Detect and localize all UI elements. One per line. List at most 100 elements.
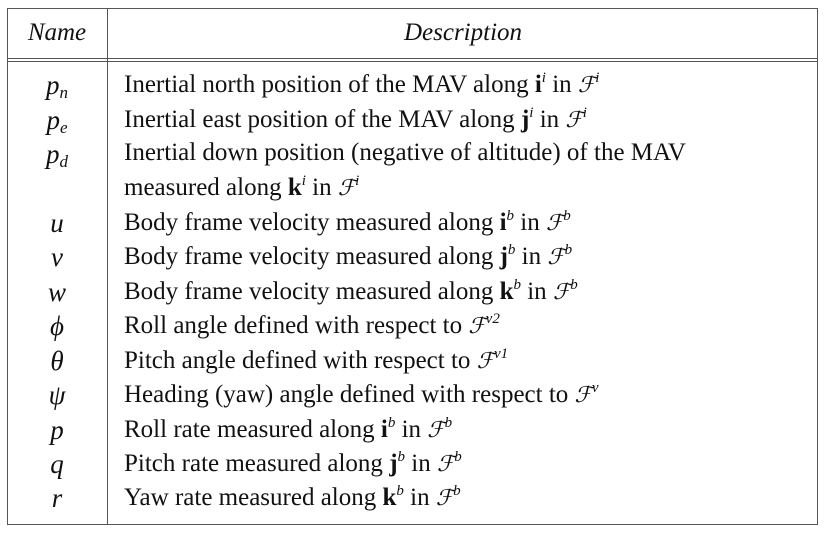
description-text: in <box>515 243 548 270</box>
description-text: Inertial east position of the MAV along <box>124 106 521 133</box>
unit-vector: k <box>287 174 302 201</box>
superscript: b <box>564 242 573 258</box>
superscript: b <box>570 277 578 293</box>
description-text: in <box>305 174 338 201</box>
symbol: p <box>46 70 60 100</box>
table-row: q Pitch rate measured along jb in ℱb <box>7 447 818 481</box>
description-text: in <box>405 450 437 477</box>
superscript: v <box>591 380 599 396</box>
description-cell: Body frame velocity measured along ib in… <box>124 208 571 237</box>
symbol: θ <box>50 346 64 376</box>
superscript: v1 <box>493 346 509 362</box>
table-row: ψ Heading (yaw) angle defined with respec… <box>7 378 818 412</box>
description-cell: Inertial down position (negative of alti… <box>124 139 686 167</box>
variables-table <box>7 8 818 525</box>
table-row: pe Inertial east position of the MAV alon… <box>7 103 818 137</box>
description-cell: Body frame velocity measured along kb in… <box>124 277 578 306</box>
superscript: b <box>506 208 515 224</box>
description-cell: Inertial east position of the MAV along … <box>124 105 587 134</box>
superscript: i <box>582 105 587 121</box>
unit-vector: i <box>534 71 542 98</box>
superscript: b <box>507 242 516 258</box>
table-row: w Body frame velocity measured along kb i… <box>7 275 818 309</box>
symbol-cell: u <box>7 208 107 239</box>
frame-symbol: ℱ <box>547 245 565 270</box>
unit-vector: k <box>382 484 397 511</box>
symbol: w <box>47 277 66 307</box>
symbol-cell: p <box>7 415 107 446</box>
symbol: r <box>51 483 63 513</box>
description-text: in <box>520 278 553 305</box>
table-row: r Yaw rate measured along kb in ℱb <box>7 481 818 515</box>
description-cell: Body frame velocity measured along jb in… <box>124 242 572 271</box>
symbol-cell: v <box>7 242 107 273</box>
description-text: Inertial north position of the MAV along <box>124 71 535 98</box>
description-cell: Roll rate measured along ib in ℱb <box>124 415 452 444</box>
frame-symbol: ℱ <box>436 452 455 477</box>
unit-vector: k <box>499 278 514 305</box>
symbol: ψ <box>48 380 66 410</box>
superscript: i <box>595 70 600 86</box>
superscript: i <box>529 105 534 121</box>
symbol-cell: r <box>7 483 107 514</box>
symbol: p <box>46 139 60 169</box>
description-text: in <box>395 416 428 443</box>
symbol: v <box>51 242 63 272</box>
superscript: b <box>453 483 461 499</box>
unit-vector: j <box>389 450 398 477</box>
superscript: v2 <box>485 311 500 327</box>
description-cell: Pitch angle defined with respect to ℱv1 <box>124 346 508 375</box>
table-row: pn Inertial north position of the MAV alo… <box>7 68 818 102</box>
symbol: q <box>50 449 64 479</box>
symbol-cell: ψ <box>7 380 107 411</box>
symbol-cell: pn <box>7 70 107 103</box>
table-row: p Roll rate measured along ib in ℱb <box>7 413 818 447</box>
description-cell: Roll angle defined with respect to ℱv2 <box>124 311 500 340</box>
symbol-cell: θ <box>7 346 107 377</box>
description-cell: Yaw rate measured along kb in ℱb <box>124 483 461 512</box>
symbol-subscript: e <box>59 118 68 137</box>
superscript: b <box>563 208 571 224</box>
table-row: v Body frame velocity measured along jb i… <box>7 240 818 274</box>
description-cell: Pitch rate measured along jb in ℱb <box>124 449 462 478</box>
symbol-cell: pe <box>7 105 107 138</box>
table-row: θ Pitch angle defined with respect to ℱv1 <box>7 344 818 378</box>
frame-symbol: ℱ <box>565 108 583 133</box>
unit-vector: i <box>380 416 388 443</box>
frame-symbol: ℱ <box>545 211 564 236</box>
frame-symbol: ℱ <box>577 73 596 98</box>
frame-symbol: ℱ <box>476 349 494 374</box>
frame-symbol: ℱ <box>468 314 486 339</box>
symbol: p <box>50 415 64 445</box>
description-text: in <box>545 71 578 98</box>
description-text: in <box>514 209 546 236</box>
description-cell: measured along ki in ℱi <box>124 173 359 202</box>
symbol: p <box>46 105 60 135</box>
symbol-cell: w <box>7 277 107 308</box>
description-text: Pitch angle defined with respect to <box>124 347 477 374</box>
symbol-cell: ϕ <box>7 311 107 342</box>
superscript: b <box>444 415 453 431</box>
description-text: in <box>403 484 436 511</box>
description-text: Body frame velocity measured along <box>124 243 500 270</box>
unit-vector: j <box>499 243 508 270</box>
table-row: pd Inertial down position (negative of al… <box>7 137 818 171</box>
description-text: Pitch rate measured along <box>124 450 390 477</box>
symbol-subscript: d <box>59 152 69 171</box>
frame-symbol: ℱ <box>435 486 454 511</box>
table-row: ϕ Roll angle defined with respect to ℱv2 <box>7 309 818 343</box>
unit-vector: i <box>499 209 507 236</box>
description-text: Yaw rate measured along <box>124 484 383 511</box>
description-text: measured along <box>124 174 288 201</box>
description-text: Inertial down position (negative of alti… <box>124 139 686 166</box>
superscript: b <box>387 415 396 431</box>
frame-symbol: ℱ <box>574 383 592 408</box>
superscript: i <box>541 70 546 86</box>
description-text: in <box>533 106 566 133</box>
table-row: u Body frame velocity measured along ib i… <box>7 206 818 240</box>
header-name: Name <box>27 19 87 46</box>
symbol-cell: q <box>7 449 107 480</box>
frame-symbol: ℱ <box>552 280 571 305</box>
description-text: Body frame velocity measured along <box>124 209 500 236</box>
column-divider <box>107 8 108 525</box>
